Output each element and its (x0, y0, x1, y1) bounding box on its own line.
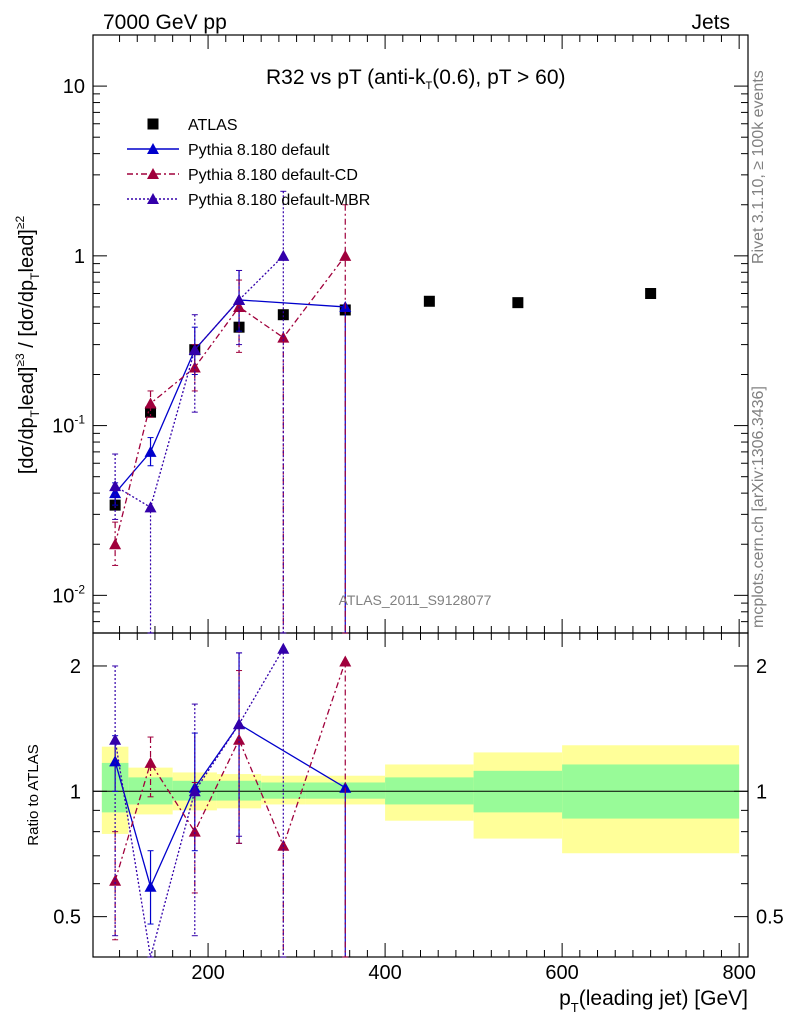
atlas-data-point (423, 295, 435, 307)
mc-point (109, 755, 122, 767)
legend-label: ATLAS (188, 117, 238, 134)
y-tick-label: 10-1 (52, 413, 85, 438)
series-line (114, 255, 346, 545)
series-line (114, 255, 284, 509)
ratio-y-tick-label: 1 (70, 781, 81, 803)
legend-marker (147, 193, 159, 204)
mc-point (109, 733, 122, 745)
x-tick-label: 400 (368, 962, 401, 984)
mc-point (188, 343, 201, 355)
mc-point (233, 733, 246, 745)
mc-point (144, 880, 157, 892)
y-tick-label: 10 (63, 76, 85, 98)
ratio-y-tick-label: 0.5 (53, 907, 81, 929)
rivet-version: Rivet 3.1.10, ≥ 100k events (750, 70, 767, 264)
legend-marker (147, 168, 159, 179)
main-series-pythia-8-180-default-mbr (109, 190, 290, 634)
ratio-y-tick-label: 2 (70, 656, 81, 678)
mc-point (339, 249, 352, 261)
analysis-watermark: ATLAS_2011_S9128077 (339, 592, 492, 608)
plot-title-sub: T (426, 80, 433, 92)
mc-point (144, 445, 157, 457)
x-tick-label: 800 (722, 962, 755, 984)
legend-marker-atlas (147, 118, 159, 130)
main-series-atlas (109, 288, 657, 511)
y-tick-label: 10-2 (52, 582, 85, 607)
legend: ATLAS Pythia 8.180 default Pythia 8.180 de… (127, 117, 370, 209)
header-right: Jets (691, 11, 730, 34)
series-line (114, 299, 346, 494)
mc-point (109, 487, 122, 499)
x-axis-label: pT(leading jet) [GeV] (559, 987, 748, 1015)
mc-point (339, 655, 352, 667)
legend-marker (147, 143, 159, 154)
series-line (114, 648, 284, 958)
x-tick-label: 200 (191, 962, 224, 984)
ratio-series-pythia-8-180-default-cd (109, 655, 352, 958)
mc-point (233, 718, 246, 730)
mc-point (144, 501, 157, 513)
mc-point (277, 249, 290, 261)
main-y-label: [dσ/dpTlead]≥3 / [dσ/dpTlead]≥2 (13, 216, 42, 475)
atlas-data-point (512, 297, 524, 309)
mc-point (233, 293, 246, 305)
x-tick-label: 600 (545, 962, 578, 984)
ratio-y-tick-label-right: 0.5 (756, 907, 784, 929)
ratio-y-tick-label-right: 2 (756, 656, 767, 678)
mc-point (109, 538, 122, 550)
tick-exp: -2 (74, 582, 85, 596)
mc-point (339, 781, 352, 793)
mc-point (109, 480, 122, 492)
mc-point (188, 825, 201, 837)
ratio-series-pythia-8-180-default-mbr (109, 642, 290, 958)
legend-label: Pythia 8.180 default (188, 142, 330, 159)
series-line (114, 661, 346, 881)
atlas-data-point (277, 309, 289, 321)
plot-title-main: R32 vs pT (anti-k (266, 66, 426, 89)
header-left: 7000 GeV pp (103, 11, 227, 34)
mc-point (144, 756, 157, 768)
atlas-data-point (645, 288, 657, 300)
tick-exp: -1 (74, 413, 85, 427)
ratio-y-label: Ratio to ATLAS (25, 744, 42, 845)
ratio-bands (93, 745, 748, 854)
mc-point (277, 642, 290, 654)
ratio-y-tick-label-right: 1 (756, 781, 767, 803)
atlas-data-point (145, 406, 157, 418)
mc-point (233, 300, 246, 312)
main-series-pythia-8-180-default-cd (109, 204, 352, 634)
plot-title: R32 vs pT (anti-kT(0.6), pT > 60) (266, 66, 566, 92)
legend-label: Pythia 8.180 default-MBR (188, 192, 370, 209)
legend-label: Pythia 8.180 default-CD (188, 167, 358, 184)
y-tick-label: 1 (74, 246, 85, 268)
plot-title-tail: (0.6), pT > 60) (432, 66, 565, 89)
main-series-pythia-8-180-default (109, 269, 352, 634)
data-series (109, 190, 657, 958)
tick-base: 10 (52, 416, 74, 438)
mc-point (144, 397, 157, 409)
tick-base: 10 (52, 585, 74, 607)
mcplots-credit: mcplots.cern.ch [arXiv:1306.3436] (750, 386, 767, 628)
mc-point (109, 874, 122, 886)
mc-point (188, 785, 201, 797)
